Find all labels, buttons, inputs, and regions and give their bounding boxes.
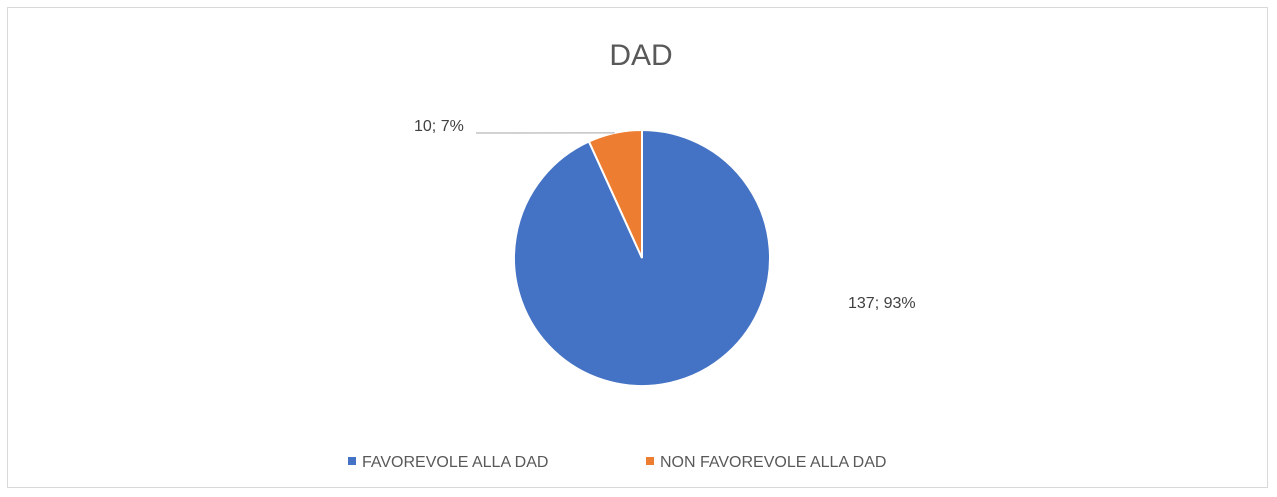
chart-title: DAD	[609, 39, 672, 72]
data-label: 10; 7%	[414, 118, 464, 135]
legend-item: FAVOREVOLE ALLA DAD	[348, 454, 548, 471]
legend-swatch	[646, 457, 654, 465]
legend-label: FAVOREVOLE ALLA DAD	[362, 454, 548, 471]
legend-swatch	[348, 457, 356, 465]
legend-item: NON FAVOREVOLE ALLA DAD	[646, 454, 886, 471]
legend: FAVOREVOLE ALLA DAD NON FAVOREVOLE ALLA D…	[348, 454, 886, 471]
legend-label: NON FAVOREVOLE ALLA DAD	[660, 454, 886, 471]
data-labels: 137; 93% 10; 7%	[414, 118, 916, 312]
pie-slices	[513, 128, 771, 387]
data-label: 137; 93%	[848, 295, 916, 312]
